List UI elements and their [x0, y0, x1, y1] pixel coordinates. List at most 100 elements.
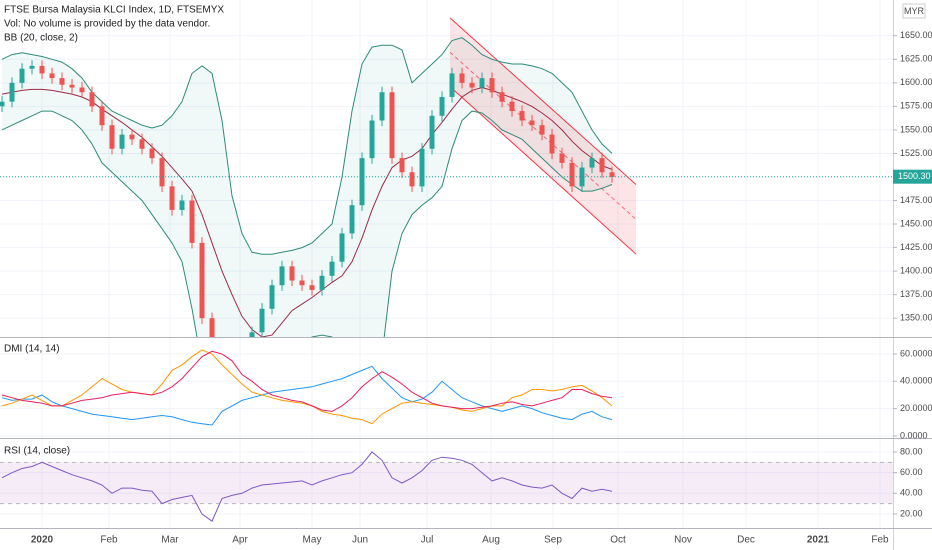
candle-body [230, 365, 235, 421]
candle-body [329, 261, 335, 276]
candle-body [129, 134, 135, 140]
candle-body [479, 78, 485, 88]
candle-body [159, 158, 165, 187]
channel-lower [449, 86, 637, 255]
candle-body [49, 73, 55, 79]
y-tick-label: 1575.00 [900, 101, 932, 111]
x-tick-label: Apr [232, 535, 248, 546]
x-tick-label: Dec [737, 535, 755, 546]
candle-body [459, 73, 465, 83]
candle-body [349, 205, 355, 234]
dmi-pane [1, 349, 613, 426]
candle-body [259, 308, 265, 333]
candle-body [309, 285, 315, 290]
candle-body [269, 285, 275, 309]
y-tick-label: 20.00 [900, 508, 923, 518]
x-tick-label: Feb [100, 535, 118, 546]
candle-body [249, 332, 255, 337]
candle-body [179, 200, 185, 210]
candle-body [289, 266, 295, 281]
y-tick-label: 20.0000 [900, 403, 932, 413]
candle-body [99, 106, 105, 126]
bb-fill [2, 37, 612, 337]
last-price-label: 1500.30 [898, 171, 931, 181]
candle-body [529, 120, 535, 126]
volume-note: Vol: No volume is provided by the data v… [4, 19, 210, 30]
y-tick-label: 1375.00 [900, 289, 932, 299]
candle-body [79, 87, 85, 93]
y-tick-label: 40.0000 [900, 376, 932, 386]
rsi-title: RSI (14, close) [4, 446, 70, 457]
candle-body [209, 318, 215, 337]
indicator-label: BB (20, close, 2) [4, 33, 78, 44]
y-tick-label: 1400.00 [900, 265, 932, 275]
candle-body [609, 172, 615, 177]
candle-body [419, 148, 425, 187]
candle-body [409, 172, 415, 187]
candle-body [39, 65, 45, 74]
price-pane [0, 17, 893, 421]
x-tick-label: Feb [871, 535, 889, 546]
x-tick-label: 2020 [31, 535, 54, 546]
indicator-line [1, 451, 613, 522]
candle-body [9, 82, 15, 102]
y-tick-label: 60.00 [900, 467, 923, 477]
indicator-line [1, 349, 613, 425]
candle-body [559, 153, 565, 163]
candle-body [499, 92, 505, 102]
y-tick-label: 1650.00 [900, 30, 932, 40]
x-tick-label: May [303, 535, 322, 546]
x-tick-label: Aug [482, 535, 500, 546]
x-tick-label: Jul [421, 535, 434, 546]
y-tick-label: 1450.00 [900, 218, 932, 228]
candle-body [509, 101, 515, 112]
x-tick-label: Nov [674, 535, 692, 546]
candle-body [519, 111, 525, 121]
candle-body [369, 120, 375, 159]
bb-line [1, 110, 613, 337]
candle-body [29, 65, 35, 69]
y-tick-label: 1525.00 [900, 148, 932, 158]
candle-body [169, 186, 175, 210]
candle-body [399, 158, 405, 173]
y-tick-label: 40.00 [900, 488, 923, 498]
y-tick-label: 1350.00 [900, 313, 932, 323]
y-tick-label: 1475.00 [900, 195, 932, 205]
candle-body [279, 266, 285, 286]
indicator-line [1, 365, 613, 426]
candle-body [379, 92, 385, 121]
candle-body [569, 162, 575, 187]
candle-body [109, 125, 115, 149]
candle-body [0, 101, 5, 107]
x-tick-label: 2021 [807, 535, 830, 546]
rsi-band [0, 462, 893, 504]
y-tick-label: 60.0000 [900, 348, 932, 358]
candle-body [389, 92, 395, 159]
chart-title: FTSE Bursa Malaysia KLCI Index, 1D, FTSE… [4, 5, 224, 16]
candle-body [599, 158, 605, 173]
candle-body [189, 200, 195, 243]
candle-body [199, 242, 205, 319]
candle-body [149, 148, 155, 159]
x-tick-label: Mar [161, 535, 179, 546]
y-tick-label: 1425.00 [900, 242, 932, 252]
candle-body [539, 125, 545, 135]
indicator-line [1, 350, 613, 412]
y-tick-label: 80.00 [900, 446, 923, 456]
candle-body [339, 233, 345, 262]
candle-body [69, 84, 75, 88]
rsi-pane [0, 451, 893, 522]
candle-body [89, 92, 95, 107]
candle-body [589, 158, 595, 168]
candle-body [359, 158, 365, 206]
candle-body [19, 68, 25, 83]
candle-body [119, 134, 125, 149]
grid [0, 0, 893, 528]
candle-body [489, 78, 495, 93]
candle-body [319, 275, 325, 290]
y-tick-label: 1625.00 [900, 54, 932, 64]
bb-line [1, 37, 613, 255]
currency: MYR [904, 6, 925, 16]
y-tick-label: 1600.00 [900, 77, 932, 87]
